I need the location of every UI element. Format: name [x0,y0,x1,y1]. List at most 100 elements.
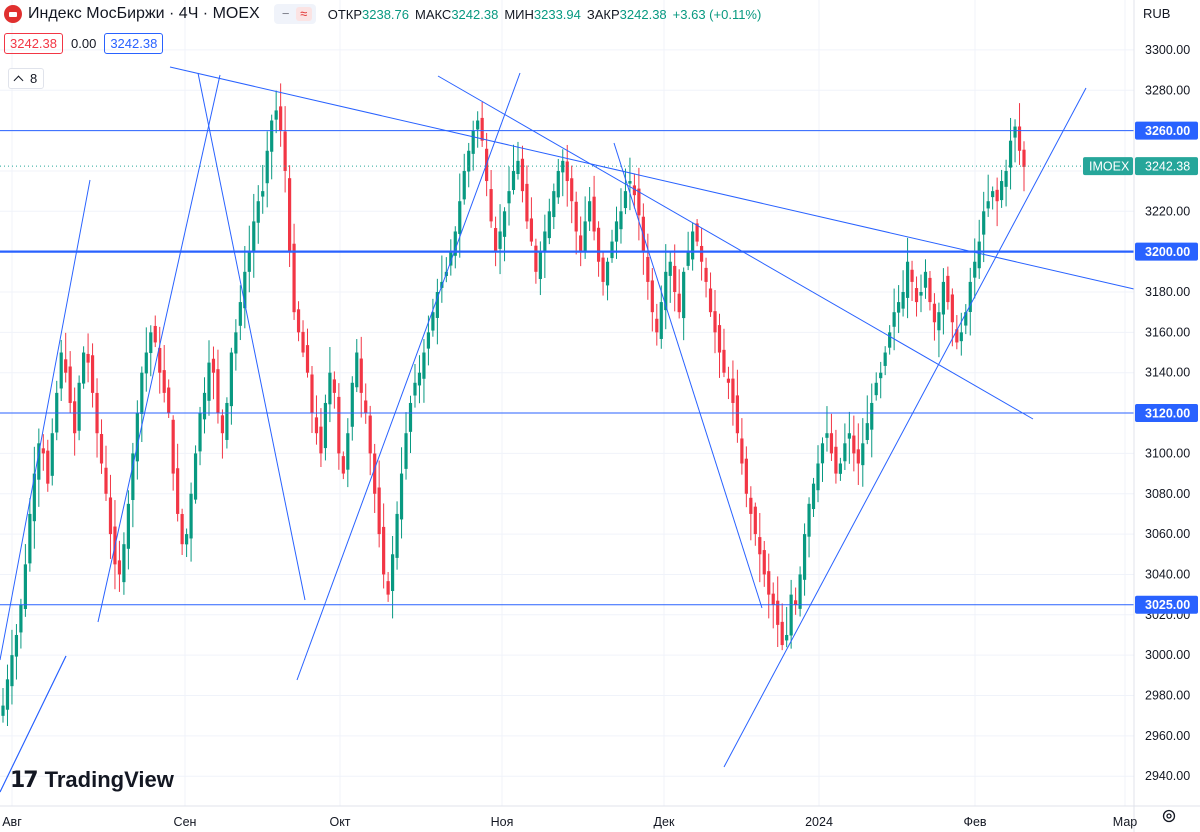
candle-body [767,571,771,595]
price-badges: 3260.00 3200.00 3120.00 3025.00 IMOEX 3242.38 [1083,121,1198,614]
sell-button[interactable]: 3242.38 [4,33,63,54]
candle-body [283,131,287,171]
candle-body [46,450,50,484]
candle-body [825,433,829,438]
candle-body [610,241,614,259]
candle-body [874,382,878,396]
candle-body [5,679,10,710]
candle-body [659,302,663,339]
candle-body [955,329,959,343]
candle-body [789,594,793,636]
candle-body [202,392,207,420]
candle-body [534,245,538,272]
candle-body [1,705,5,716]
indicators-count: 8 [30,71,38,86]
candle-body [431,312,435,331]
candle-body [852,435,856,454]
candle-body [216,369,220,414]
candle-body [619,211,623,230]
ohlc-low: МИН3233.94 [504,6,581,22]
candle-body [614,221,619,242]
candle-body [489,189,493,222]
price-tick-label: 3080.00 [1145,487,1190,501]
candle-body [570,178,574,202]
tradingview-wordmark: TradingView [44,767,174,792]
candle-body [758,537,762,555]
candle-body [408,402,413,432]
candle-body [870,402,874,430]
candle-body [350,382,354,427]
candle-body [50,433,54,476]
candle-body [865,423,869,440]
candle-body [785,634,789,641]
candle-body [252,221,256,253]
toggle-b[interactable]: ≈ [295,7,312,21]
candle-body [829,433,834,454]
view-toggle[interactable]: − ≈ [273,4,316,24]
candle-body [471,130,475,154]
candle-body [1004,170,1008,187]
candle-body [655,318,659,333]
trend-line [197,72,306,601]
symbol-title[interactable]: Индекс МосБиржи · 4Ч · MOEX [28,5,260,22]
candle-body [776,600,780,625]
level-badge-label: 3025.00 [1145,598,1190,612]
time-tick-label: Сен [174,815,197,829]
candle-body [932,303,937,323]
candle-body [744,458,748,494]
candle-body [28,513,32,564]
candle-body [453,231,457,256]
candle-body [565,161,569,182]
candle-body [355,352,359,388]
candle-body [995,189,999,202]
candle-body [811,483,816,510]
candle-body [328,372,332,405]
level-badge [1135,242,1198,261]
candle-body [126,503,130,549]
candle-body [247,251,251,272]
chevron-up-icon [13,75,24,85]
buy-button[interactable]: 3242.38 [104,33,164,54]
candle-body [323,402,328,449]
order-row: 3242.38 0.00 3242.38 [4,33,164,54]
candle-body [843,443,847,462]
candle-body [158,348,162,373]
price-tick-label: 3140.00 [1145,366,1190,380]
indicators-toggle[interactable]: 8 [8,68,45,89]
candle-body [296,309,301,333]
currency-label[interactable]: RUB [1143,6,1171,21]
level-badge [1135,121,1198,140]
candle-body [982,211,986,235]
candle-body [731,378,735,403]
candle-body [480,117,484,141]
candle-body [1000,181,1004,201]
candle-body [140,372,144,415]
price-tick-label: 3180.00 [1145,285,1190,299]
candle-body [771,593,775,605]
candle-body [686,251,690,266]
candle-body [131,453,135,501]
candle-body [919,292,923,296]
candle-body [816,463,820,491]
settings-gear-icon[interactable] [1161,808,1177,824]
moex-logo-icon [4,5,22,23]
level-badge-label: 3260.00 [1145,124,1190,138]
candle-body [305,345,310,373]
candle-body [511,170,516,190]
candle-body [292,243,296,313]
candle-body [910,269,914,282]
candle-body [19,604,23,633]
candle-body [270,120,274,152]
toggle-a[interactable]: − [281,6,290,21]
candle-body [104,467,108,494]
candle-body [238,302,242,326]
price-tick-label: 3100.00 [1145,446,1190,460]
candle-body [73,401,77,434]
candle-body [708,288,713,313]
candle-body [605,261,610,286]
candle-body [502,211,507,237]
trend-line [0,655,67,793]
time-tick-label: Мар [1113,815,1138,829]
candle-body [977,241,981,269]
